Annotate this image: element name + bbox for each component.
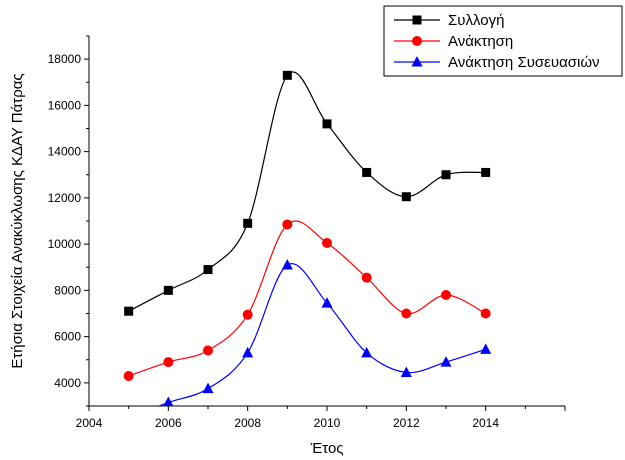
series-2-point <box>361 272 372 283</box>
series-2-point <box>322 237 332 248</box>
series-2-point <box>282 219 293 230</box>
y-tick-label: 18000 <box>48 52 82 66</box>
series-2-point <box>441 290 451 300</box>
x-tick-label: 2004 <box>76 416 103 430</box>
series-2-point <box>401 308 412 319</box>
series-1-point <box>481 167 491 177</box>
legend-label: Ανάκτηση <box>448 33 513 50</box>
legend-item: Ανάκτηση Συσευασιών <box>394 54 600 71</box>
series-3-point <box>242 346 254 358</box>
y-tick-label: 8000 <box>54 283 81 297</box>
legend-marker <box>411 56 423 67</box>
series-3-point <box>163 396 174 406</box>
legend-marker <box>412 15 422 25</box>
series-3-line <box>157 263 486 406</box>
series-1-point <box>124 306 134 316</box>
series-1 <box>124 70 491 316</box>
series-3-point <box>480 343 492 354</box>
series-1-point <box>441 170 451 180</box>
legend-items: Συλλογή Ανάκτηση Ανάκτηση Συσευασιών <box>394 12 600 71</box>
series-2-point <box>203 345 213 356</box>
series-3 <box>123 258 492 423</box>
series-1-point <box>322 119 332 129</box>
y-tick-label: 6000 <box>54 330 81 344</box>
x-axis-title: Έτος <box>309 440 343 457</box>
series-2-point <box>163 357 174 368</box>
series-1-point <box>362 167 372 177</box>
x-tick-label: 2010 <box>314 416 341 430</box>
x-tick-label: 2006 <box>155 416 182 430</box>
y-tick-label: 14000 <box>48 145 82 159</box>
legend: Συλλογή Ανάκτηση Ανάκτηση Συσευασιών <box>383 5 623 77</box>
series-2-point <box>242 309 253 320</box>
x-tick-label: 2014 <box>472 416 499 430</box>
series-2-point <box>123 370 134 381</box>
legend-item: Συλλογή <box>394 12 504 29</box>
y-tick-label: 10000 <box>48 237 82 251</box>
series-3-point <box>202 382 214 394</box>
series-1-point <box>203 265 213 275</box>
series-3-point <box>123 412 134 423</box>
legend-marker <box>412 36 422 46</box>
y-tick-label: 16000 <box>48 98 82 112</box>
series-1-line <box>128 71 486 312</box>
x-tick-label: 2012 <box>393 416 420 430</box>
plot-frame <box>88 36 565 407</box>
series-1-point <box>282 70 292 80</box>
series-1-point <box>401 192 411 202</box>
series-3-point <box>321 297 333 308</box>
series-2-point <box>480 308 491 319</box>
y-axis-title: Ετήσια Στοιχεία Ανακύκλωσης ΚΔΑΥ Πάτρας <box>9 73 26 368</box>
legend-item: Ανάκτηση <box>394 33 513 50</box>
series-1-point <box>243 218 253 228</box>
y-axis-ticks: 4000 6000 8000 10000 12000 14000 16000 18000 <box>48 35 89 407</box>
series-2-line <box>128 220 486 377</box>
y-tick-label: 12000 <box>48 191 82 205</box>
series-2 <box>123 219 491 381</box>
y-tick-label: 4000 <box>54 376 81 390</box>
legend-label: Ανάκτηση Συσευασιών <box>448 54 600 71</box>
legend-label: Συλλογή <box>448 12 504 29</box>
series-3-point <box>281 258 293 270</box>
series-1-point <box>163 285 173 295</box>
x-tick-label: 2008 <box>234 416 261 430</box>
series-layer <box>123 70 492 423</box>
x-axis-ticks: 2004 2006 2008 2010 2012 2014 <box>76 406 566 430</box>
series-3-point <box>440 356 452 367</box>
series-3-point <box>400 366 412 377</box>
series-3-point <box>361 346 373 358</box>
